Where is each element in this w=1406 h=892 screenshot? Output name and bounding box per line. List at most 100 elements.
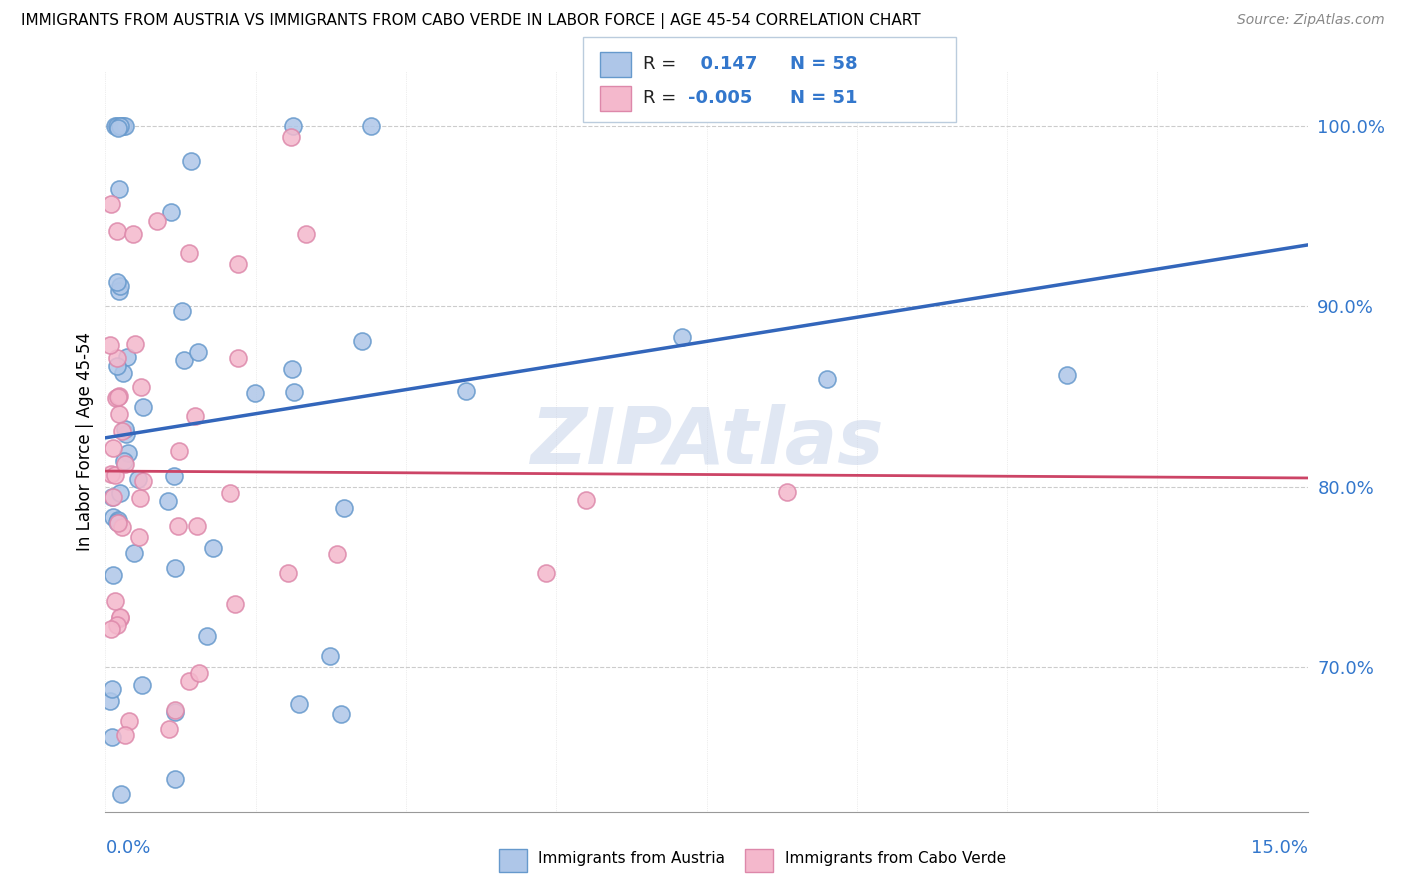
- Point: [108, 182, 131, 196]
- Point: [108, 389, 131, 403]
- Point: [156, 493, 179, 508]
- Point: [101, 441, 124, 455]
- Point: [122, 546, 145, 560]
- Point: [117, 714, 139, 728]
- Point: [534, 566, 557, 580]
- Point: [114, 119, 136, 133]
- Point: [1056, 368, 1078, 382]
- Point: [101, 491, 124, 505]
- Point: [177, 245, 200, 260]
- Point: [131, 474, 153, 488]
- Point: [127, 472, 149, 486]
- Point: [101, 567, 124, 582]
- Point: [105, 351, 128, 366]
- Point: [114, 426, 136, 441]
- Point: [333, 501, 356, 516]
- Point: [124, 337, 146, 351]
- Point: [100, 681, 122, 696]
- Point: [122, 227, 145, 241]
- Point: [177, 673, 200, 688]
- Point: [187, 666, 209, 681]
- Point: [163, 772, 186, 786]
- Point: [112, 119, 135, 133]
- Point: [117, 350, 139, 364]
- Point: [101, 731, 124, 745]
- Point: [117, 446, 139, 460]
- Text: 15.0%: 15.0%: [1250, 838, 1308, 857]
- Point: [226, 257, 249, 271]
- Point: [173, 352, 195, 367]
- Point: [201, 541, 224, 555]
- Point: [114, 422, 136, 436]
- Point: [129, 491, 152, 506]
- Point: [219, 485, 242, 500]
- Point: [288, 698, 311, 712]
- Point: [281, 362, 304, 376]
- Point: [107, 121, 129, 136]
- Point: [112, 366, 135, 380]
- Point: [100, 622, 122, 636]
- Point: [280, 129, 302, 144]
- Point: [350, 334, 373, 348]
- Text: Source: ZipAtlas.com: Source: ZipAtlas.com: [1237, 13, 1385, 28]
- Point: [294, 227, 316, 241]
- Point: [108, 407, 131, 421]
- Point: [129, 380, 152, 394]
- Point: [114, 457, 136, 471]
- Text: 0.147: 0.147: [688, 55, 756, 73]
- Point: [159, 722, 181, 736]
- Point: [360, 119, 382, 133]
- Text: Immigrants from Austria: Immigrants from Austria: [538, 852, 725, 866]
- Point: [187, 345, 209, 359]
- Point: [671, 330, 693, 344]
- Point: [112, 454, 135, 468]
- Point: [167, 443, 190, 458]
- Point: [104, 468, 127, 483]
- Point: [107, 390, 129, 404]
- Point: [228, 351, 250, 366]
- Point: [224, 597, 246, 611]
- Point: [108, 119, 131, 133]
- Point: [815, 372, 838, 386]
- Point: [277, 566, 299, 580]
- Point: [128, 530, 150, 544]
- Point: [104, 119, 127, 133]
- Point: [101, 510, 124, 524]
- Point: [104, 391, 127, 405]
- Point: [283, 119, 305, 133]
- Point: [110, 611, 132, 625]
- Point: [163, 469, 186, 483]
- Point: [108, 278, 131, 293]
- Point: [330, 707, 353, 722]
- Point: [165, 705, 187, 719]
- Point: [283, 385, 305, 400]
- Point: [100, 467, 122, 481]
- Point: [110, 787, 132, 801]
- Point: [165, 561, 187, 575]
- Point: [103, 490, 125, 504]
- Text: R =: R =: [643, 89, 682, 107]
- Point: [105, 359, 128, 373]
- Point: [107, 513, 129, 527]
- Point: [575, 493, 598, 508]
- Point: [105, 224, 128, 238]
- Text: ZIPAtlas: ZIPAtlas: [530, 403, 883, 480]
- Point: [105, 617, 128, 632]
- Point: [166, 518, 188, 533]
- Point: [163, 703, 186, 717]
- Point: [776, 485, 799, 500]
- Point: [456, 384, 478, 398]
- Point: [184, 409, 207, 423]
- Text: 0.0%: 0.0%: [105, 838, 150, 857]
- Point: [105, 275, 128, 289]
- Point: [243, 385, 266, 400]
- Point: [108, 486, 131, 500]
- Point: [132, 400, 155, 414]
- Point: [100, 197, 122, 211]
- Point: [180, 153, 202, 168]
- Point: [326, 547, 349, 561]
- Point: [110, 610, 132, 624]
- Text: R =: R =: [643, 55, 682, 73]
- Point: [110, 119, 132, 133]
- Point: [98, 694, 121, 708]
